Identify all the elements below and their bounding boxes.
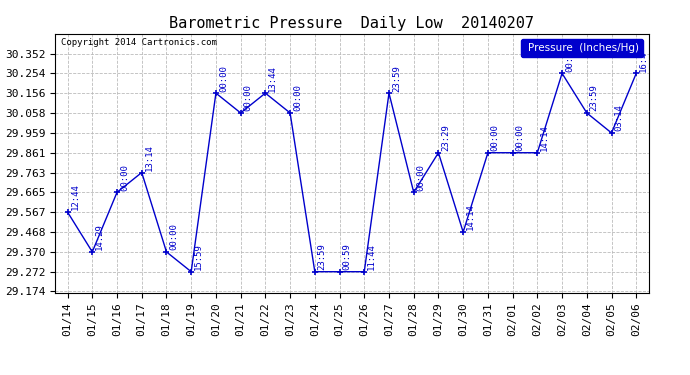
Text: 00:59: 00:59 <box>342 243 351 270</box>
Text: 15:59: 15:59 <box>194 243 203 270</box>
Legend: Pressure  (Inches/Hg): Pressure (Inches/Hg) <box>521 39 643 57</box>
Text: 16:4: 16:4 <box>639 50 648 72</box>
Text: 14:29: 14:29 <box>95 224 104 250</box>
Text: 00:00: 00:00 <box>491 124 500 151</box>
Text: 00:00: 00:00 <box>515 124 524 151</box>
Text: 00:00: 00:00 <box>120 164 129 191</box>
Text: 03:14: 03:14 <box>615 104 624 131</box>
Text: 11:44: 11:44 <box>367 243 376 270</box>
Text: 00:00: 00:00 <box>244 84 253 111</box>
Text: 14:14: 14:14 <box>466 204 475 231</box>
Text: 23:59: 23:59 <box>392 64 401 92</box>
Text: 00:00: 00:00 <box>170 224 179 250</box>
Text: 12:44: 12:44 <box>70 184 79 210</box>
Text: 00:00: 00:00 <box>293 84 302 111</box>
Text: Copyright 2014 Cartronics.com: Copyright 2014 Cartronics.com <box>61 38 217 46</box>
Text: 00:00: 00:00 <box>219 64 228 92</box>
Text: 23:29: 23:29 <box>442 124 451 151</box>
Text: 23:59: 23:59 <box>318 243 327 270</box>
Text: 14:14: 14:14 <box>540 124 549 151</box>
Title: Barometric Pressure  Daily Low  20140207: Barometric Pressure Daily Low 20140207 <box>170 16 534 31</box>
Text: 00:00: 00:00 <box>565 45 574 72</box>
Text: 23:59: 23:59 <box>590 84 599 111</box>
Text: 13:44: 13:44 <box>268 64 277 92</box>
Text: 00:00: 00:00 <box>417 164 426 191</box>
Text: 13:14: 13:14 <box>145 144 154 171</box>
